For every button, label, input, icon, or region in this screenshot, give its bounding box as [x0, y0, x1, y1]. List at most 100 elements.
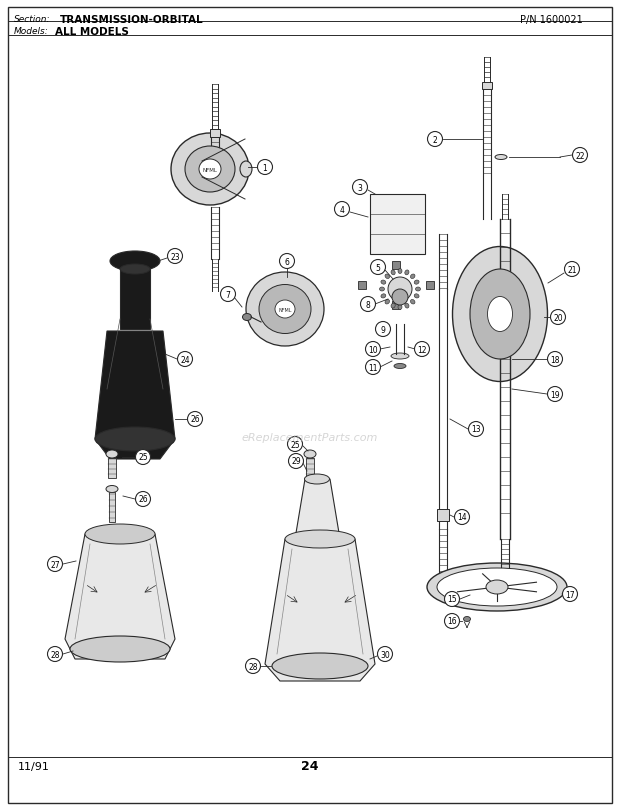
Ellipse shape: [464, 616, 471, 622]
Text: 3: 3: [358, 183, 363, 192]
Ellipse shape: [304, 450, 316, 458]
Circle shape: [187, 412, 203, 427]
Bar: [426, 281, 434, 290]
Ellipse shape: [391, 271, 395, 276]
Ellipse shape: [304, 474, 329, 484]
Text: Section:: Section:: [14, 15, 50, 24]
Circle shape: [378, 646, 392, 662]
Ellipse shape: [385, 300, 389, 305]
Text: 30: 30: [380, 650, 390, 659]
Circle shape: [428, 132, 443, 148]
Text: 13: 13: [471, 425, 481, 434]
Circle shape: [335, 202, 350, 217]
Text: 17: 17: [565, 590, 575, 599]
Circle shape: [136, 492, 151, 507]
Ellipse shape: [470, 270, 530, 359]
Ellipse shape: [405, 304, 409, 309]
Ellipse shape: [246, 272, 324, 346]
Ellipse shape: [85, 525, 155, 544]
Bar: [109, 492, 115, 522]
Circle shape: [280, 254, 294, 269]
Polygon shape: [65, 534, 175, 659]
Ellipse shape: [405, 271, 409, 276]
Bar: [437, 509, 449, 521]
Polygon shape: [295, 479, 340, 539]
Text: 19: 19: [550, 390, 560, 399]
Polygon shape: [95, 332, 175, 460]
Circle shape: [572, 148, 588, 163]
Circle shape: [288, 454, 304, 469]
Ellipse shape: [453, 247, 547, 382]
Ellipse shape: [171, 134, 249, 206]
Ellipse shape: [391, 304, 395, 309]
Ellipse shape: [106, 486, 118, 493]
Text: 28: 28: [248, 662, 258, 671]
Text: 10: 10: [368, 345, 378, 354]
Circle shape: [392, 290, 408, 306]
Text: 5: 5: [376, 264, 381, 272]
Ellipse shape: [414, 281, 419, 285]
Ellipse shape: [185, 147, 235, 193]
Ellipse shape: [379, 288, 384, 292]
Text: 18: 18: [550, 355, 560, 364]
Circle shape: [136, 450, 151, 465]
Circle shape: [257, 161, 273, 175]
Text: 27: 27: [50, 560, 60, 569]
Text: 9: 9: [381, 325, 386, 334]
Circle shape: [547, 352, 562, 367]
Text: 26: 26: [190, 415, 200, 424]
Circle shape: [288, 437, 303, 452]
Bar: [392, 262, 400, 270]
Ellipse shape: [285, 530, 355, 548]
Ellipse shape: [495, 156, 507, 161]
Text: 24: 24: [180, 355, 190, 364]
Ellipse shape: [410, 300, 415, 305]
Text: 25: 25: [138, 453, 148, 462]
Circle shape: [221, 287, 236, 303]
Circle shape: [366, 342, 381, 357]
Ellipse shape: [70, 636, 170, 663]
Text: 16: 16: [447, 616, 457, 626]
Circle shape: [246, 659, 260, 674]
Text: 28: 28: [50, 650, 60, 659]
Ellipse shape: [199, 160, 221, 180]
Text: 2: 2: [433, 135, 437, 144]
Ellipse shape: [381, 294, 386, 298]
Bar: [370, 195, 425, 255]
Text: 24: 24: [301, 759, 319, 772]
Ellipse shape: [398, 305, 402, 310]
Bar: [392, 302, 400, 310]
Ellipse shape: [437, 569, 557, 607]
Circle shape: [454, 510, 469, 525]
Circle shape: [48, 557, 63, 572]
Circle shape: [167, 249, 182, 264]
Text: P/N 1600021: P/N 1600021: [520, 15, 583, 25]
Text: 21: 21: [567, 265, 577, 274]
Text: TRANSMISSION-ORBITAL: TRANSMISSION-ORBITAL: [60, 15, 203, 25]
Text: 14: 14: [457, 513, 467, 521]
Ellipse shape: [414, 294, 419, 298]
Circle shape: [562, 587, 577, 602]
Ellipse shape: [410, 275, 415, 279]
Ellipse shape: [394, 364, 406, 369]
Text: 26: 26: [138, 495, 148, 504]
Bar: [482, 83, 492, 90]
Circle shape: [564, 262, 580, 277]
Circle shape: [177, 352, 192, 367]
Bar: [210, 130, 220, 138]
Text: 20: 20: [553, 313, 563, 322]
Circle shape: [366, 360, 381, 375]
Circle shape: [551, 310, 565, 325]
Text: NFML: NFML: [203, 167, 218, 172]
Text: ALL MODELS: ALL MODELS: [55, 27, 129, 37]
Circle shape: [360, 297, 376, 312]
Ellipse shape: [381, 281, 386, 285]
Text: 4: 4: [340, 205, 345, 214]
Circle shape: [48, 646, 63, 662]
Ellipse shape: [487, 297, 513, 332]
Circle shape: [469, 422, 484, 437]
Ellipse shape: [110, 251, 160, 272]
Text: 1: 1: [263, 163, 267, 172]
Bar: [306, 458, 314, 478]
Circle shape: [376, 322, 391, 337]
